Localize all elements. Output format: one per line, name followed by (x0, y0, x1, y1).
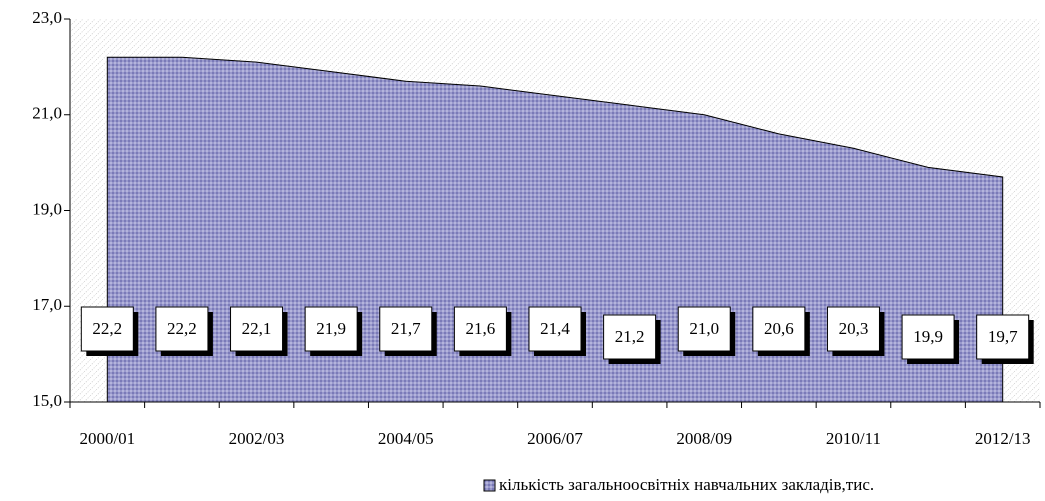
label-box (901, 314, 955, 360)
label-box (379, 306, 433, 352)
data-label: 22,2 (92, 319, 122, 338)
data-label: 22,1 (242, 319, 272, 338)
data-label: 21,7 (391, 319, 421, 338)
x-tick-label: 2008/09 (676, 429, 732, 448)
legend-swatch (483, 479, 496, 492)
legend-label: кількість загальноосвітніх навчальних за… (499, 475, 874, 494)
data-label: 19,7 (988, 327, 1018, 346)
data-label: 21,0 (689, 319, 719, 338)
data-label: 21,6 (466, 319, 496, 338)
y-tick-label: 21,0 (32, 104, 62, 123)
x-tick-label: 2004/05 (378, 429, 434, 448)
x-tick-label: 2000/01 (79, 429, 135, 448)
label-box (80, 306, 134, 352)
label-box (752, 306, 806, 352)
data-label: 22,2 (167, 319, 197, 338)
x-tick-label: 2012/13 (975, 429, 1031, 448)
label-box (677, 306, 731, 352)
label-box (826, 306, 880, 352)
data-label: 20,6 (764, 319, 794, 338)
label-box (304, 306, 358, 352)
label-box (528, 306, 582, 352)
data-label: 21,9 (316, 319, 346, 338)
label-box (453, 306, 507, 352)
data-label: 21,2 (615, 327, 645, 346)
y-tick-label: 19,0 (32, 199, 62, 218)
y-tick-label: 15,0 (32, 391, 62, 410)
data-label: 19,9 (913, 327, 943, 346)
y-tick-label: 17,0 (32, 295, 62, 314)
y-tick-label: 23,0 (32, 8, 62, 27)
x-tick-label: 2006/07 (527, 429, 583, 448)
label-box (976, 314, 1030, 360)
x-tick-label: 2002/03 (229, 429, 285, 448)
label-box (230, 306, 284, 352)
data-label: 21,4 (540, 319, 570, 338)
x-tick-label: 2010/11 (826, 429, 881, 448)
data-label: 20,3 (839, 319, 869, 338)
label-box (603, 314, 657, 360)
label-box (155, 306, 209, 352)
